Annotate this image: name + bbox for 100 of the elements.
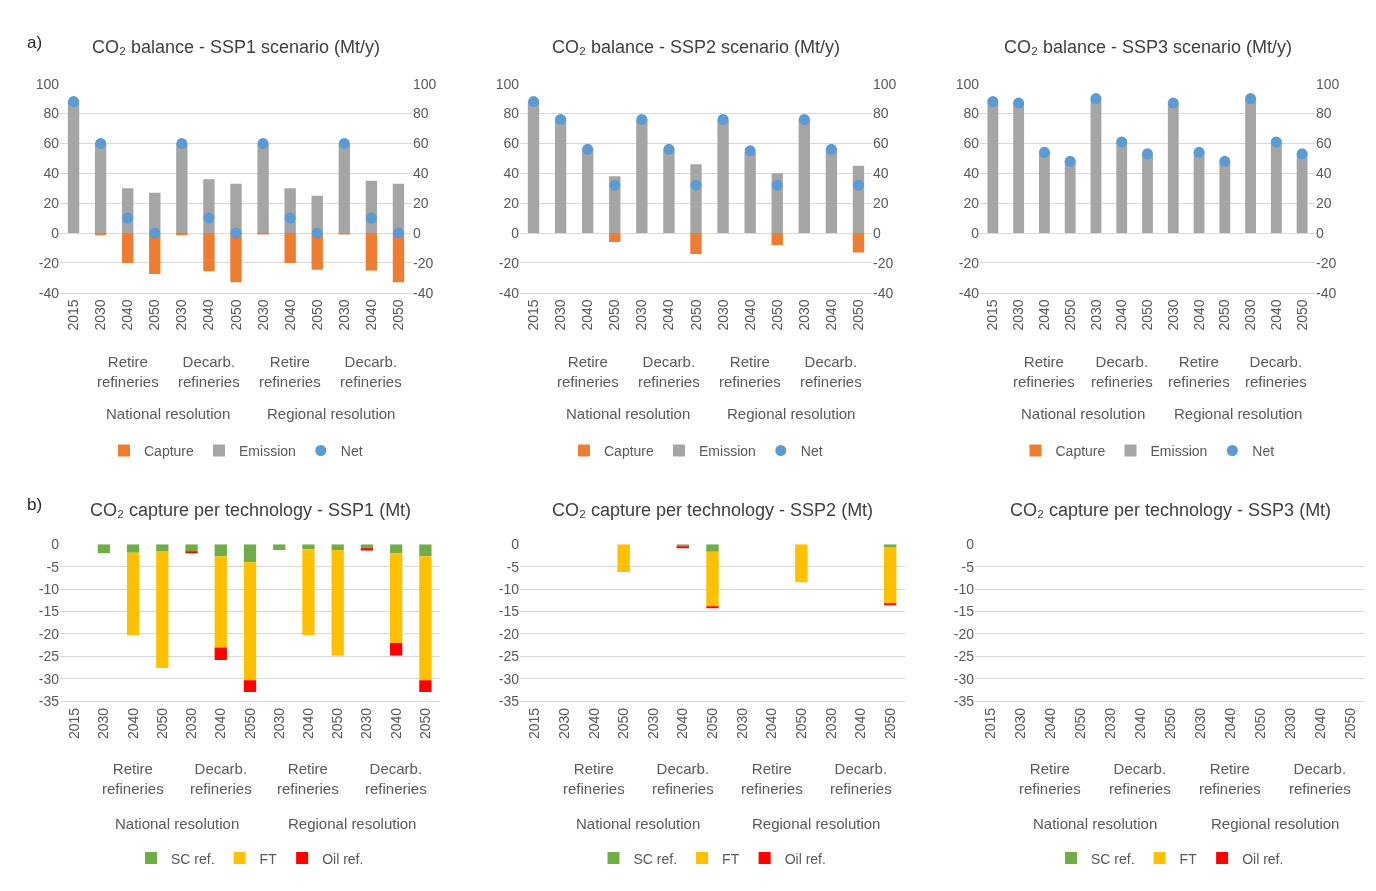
point bbox=[1064, 155, 1076, 167]
text: Decarb. refineries bbox=[1091, 353, 1153, 390]
text: Retire refineries bbox=[719, 353, 781, 390]
y-tick-label: 20 bbox=[963, 195, 980, 212]
bar bbox=[284, 233, 296, 263]
x-tick-label: 2030 bbox=[795, 299, 812, 331]
x-tick-label: 2040 bbox=[660, 299, 677, 331]
x-tick-label: 2050 bbox=[1071, 707, 1088, 740]
y-tick-label: 100 bbox=[35, 75, 60, 92]
point bbox=[1142, 148, 1153, 160]
bar bbox=[744, 152, 756, 234]
bar bbox=[214, 647, 227, 661]
text: a) bbox=[27, 33, 43, 52]
x-tick-label: 2050 bbox=[153, 707, 170, 740]
x-tick-label: 2050 bbox=[1251, 707, 1268, 740]
x-tick-label: 2050 bbox=[792, 707, 809, 740]
bar bbox=[1270, 141, 1282, 234]
y-tick-label: -40 bbox=[498, 284, 520, 301]
x-tick-label: 2030 bbox=[555, 707, 572, 740]
x-tick-label: 2015 bbox=[525, 299, 542, 331]
x-tick-label: 2030 bbox=[1011, 707, 1028, 740]
bar bbox=[1064, 161, 1076, 234]
x-tick-label: 2050 bbox=[1293, 299, 1310, 331]
x-tick-label: 2030 bbox=[335, 299, 352, 331]
x-tick-label: 2040 bbox=[1131, 707, 1148, 740]
point bbox=[717, 113, 729, 125]
x-tick-label: 2030 bbox=[1281, 707, 1298, 740]
x-tick-label: 2050 bbox=[308, 299, 325, 331]
y-tick-label: 60 bbox=[43, 135, 60, 152]
point bbox=[1270, 136, 1282, 148]
bar bbox=[1245, 98, 1256, 234]
legend-label: SC ref. bbox=[633, 850, 678, 867]
text: Decarb. refineries bbox=[1245, 353, 1307, 390]
legend-label: Oil ref. bbox=[322, 850, 364, 867]
text: National resolution bbox=[566, 405, 691, 422]
bar bbox=[243, 544, 257, 563]
y2-tick-label: -20 bbox=[1316, 254, 1337, 271]
y2-tick-label: 40 bbox=[1316, 165, 1332, 182]
text: Decarb. refineries bbox=[1109, 760, 1171, 797]
text: Regional resolution bbox=[1174, 405, 1303, 422]
x-tick-label: 2050 bbox=[146, 299, 163, 331]
bar bbox=[230, 233, 242, 283]
point bbox=[771, 179, 783, 191]
text: Retire refineries bbox=[102, 760, 164, 797]
y-tick-label: 40 bbox=[503, 165, 520, 182]
point bbox=[1013, 97, 1025, 109]
x-tick-label: 2040 bbox=[281, 299, 298, 331]
point bbox=[987, 96, 999, 108]
y2-tick-label: 100 bbox=[873, 75, 897, 92]
bar bbox=[1167, 103, 1179, 234]
point bbox=[1245, 93, 1257, 105]
point bbox=[744, 145, 756, 157]
bar bbox=[706, 606, 719, 609]
y2-tick-label: 0 bbox=[1316, 224, 1324, 241]
y-tick-label: 80 bbox=[43, 105, 60, 122]
bar bbox=[257, 143, 269, 234]
x-tick-label: 2040 bbox=[579, 299, 596, 331]
y-tick-label: -10 bbox=[953, 580, 975, 597]
x-tick-label: 2030 bbox=[633, 299, 650, 331]
point bbox=[528, 96, 540, 108]
text: Regional resolution bbox=[288, 815, 417, 832]
point bbox=[609, 179, 621, 191]
point bbox=[852, 179, 864, 191]
x-tick-label: 2040 bbox=[1267, 299, 1284, 331]
bar bbox=[203, 233, 215, 272]
x-tick-label: 2050 bbox=[390, 299, 407, 331]
x-tick-label: 2050 bbox=[1216, 299, 1233, 331]
y2-tick-label: 20 bbox=[413, 195, 429, 212]
text: Decarb. refineries bbox=[365, 760, 427, 797]
point bbox=[555, 113, 567, 125]
legend-label: FT bbox=[259, 850, 278, 867]
x-tick-label: 2040 bbox=[362, 299, 379, 331]
chart-title: CO₂ capture per technology - SSP3 (Mt) bbox=[1010, 500, 1332, 520]
x-tick-label: 2030 bbox=[173, 299, 190, 331]
y-tick-label: 0 bbox=[511, 224, 520, 241]
chart-title: CO₂ balance - SSP3 scenario (Mt/y) bbox=[1004, 37, 1293, 57]
x-tick-label: 2050 bbox=[615, 707, 632, 740]
y-tick-label: -20 bbox=[958, 254, 980, 271]
y-tick-label: -5 bbox=[506, 558, 520, 575]
text: Retire refineries bbox=[97, 353, 159, 390]
legend-label: Oil ref. bbox=[784, 850, 826, 867]
x-tick-label: 2050 bbox=[1061, 299, 1078, 331]
x-tick-label: 2040 bbox=[212, 707, 229, 740]
y-tick-label: -25 bbox=[498, 648, 520, 665]
x-tick-label: 2040 bbox=[822, 299, 839, 331]
bar bbox=[706, 544, 719, 552]
x-tick-label: 2030 bbox=[1242, 299, 1259, 331]
bar bbox=[609, 233, 621, 242]
bar bbox=[883, 603, 897, 606]
chart-title: CO₂ balance - SSP1 scenario (Mt/y) bbox=[92, 37, 381, 57]
y-tick-label: 60 bbox=[503, 135, 520, 152]
x-tick-label: 2040 bbox=[585, 707, 602, 740]
bar bbox=[419, 680, 432, 692]
x-tick-label: 2050 bbox=[1161, 707, 1178, 740]
point bbox=[1090, 93, 1102, 105]
legend-label: Emission bbox=[239, 442, 296, 459]
bar bbox=[257, 232, 269, 235]
x-tick-label: 2030 bbox=[552, 299, 569, 331]
text: Retire refineries bbox=[1019, 760, 1081, 797]
point bbox=[798, 113, 810, 125]
